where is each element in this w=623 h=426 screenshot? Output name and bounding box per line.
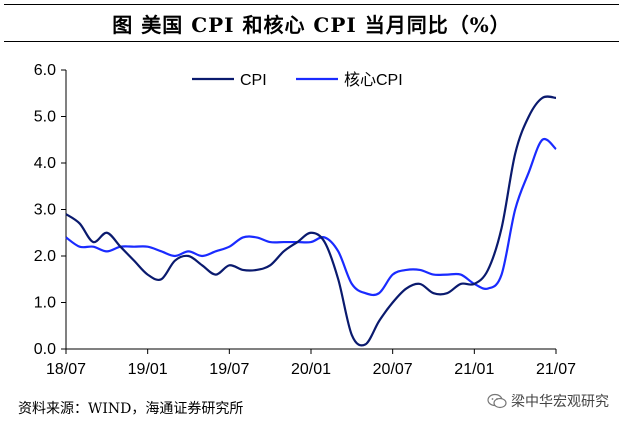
- figure-title: 图 美国 CPI 和核心 CPI 当月同比（%）: [4, 4, 619, 42]
- x-tick-label: 21/07: [536, 361, 576, 378]
- watermark: 梁中华宏观研究: [487, 391, 609, 411]
- y-tick-label: 5.0: [34, 109, 56, 126]
- x-tick-label: 19/01: [128, 361, 168, 378]
- series-line-core-cpi: [65, 137, 557, 297]
- watermark-text: 梁中华宏观研究: [511, 394, 609, 410]
- source-note: 资料来源：WIND，海通证券研究所: [18, 401, 244, 417]
- y-tick-label: 0.0: [34, 341, 56, 358]
- y-tick-label: 3.0: [34, 202, 56, 219]
- chart-axes: 0.0 1.0 2.0 3.0 4.0 5.0 6.0 18/07 19/01 19/07 20/0…: [34, 62, 576, 378]
- x-tick-label: 18/07: [46, 361, 86, 378]
- wechat-icon: [487, 393, 507, 409]
- y-tick-label: 4.0: [34, 155, 56, 172]
- x-tick-label: 20/01: [291, 361, 331, 378]
- x-tick-label: 19/07: [209, 361, 249, 378]
- x-tick-label: 21/01: [454, 361, 494, 378]
- chart-legend: CPI 核心CPI: [192, 71, 403, 89]
- legend-label-core-cpi: 核心CPI: [344, 71, 403, 89]
- x-tick-label: 20/07: [373, 361, 413, 378]
- y-tick-label: 1.0: [34, 295, 56, 312]
- legend-label-cpi: CPI: [240, 72, 267, 89]
- chart-series: [65, 95, 557, 347]
- series-line-cpi: [65, 95, 557, 347]
- y-tick-label: 2.0: [34, 248, 56, 265]
- y-tick-label: 6.0: [34, 62, 56, 79]
